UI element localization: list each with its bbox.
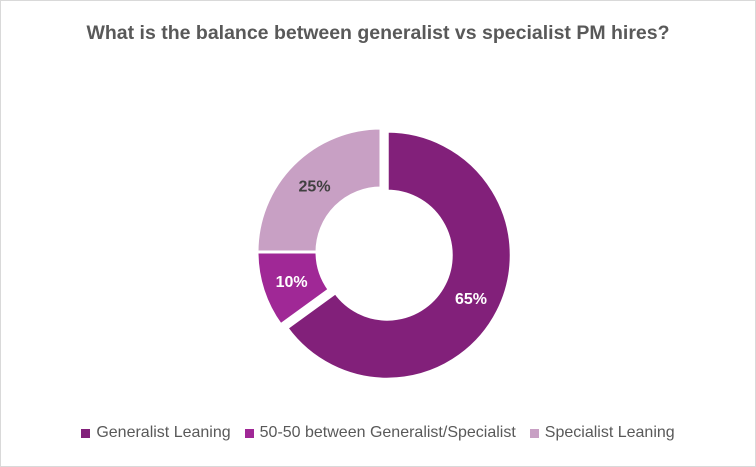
- legend-label: Specialist Leaning: [544, 424, 675, 441]
- donut-slice-3: [255, 126, 383, 254]
- chart-title: What is the balance between generalist v…: [86, 22, 670, 44]
- legend-item-50-50: 50-50 between Generalist/Specialist: [244, 424, 516, 442]
- legend-item-generalist: Generalist Leaning: [81, 424, 231, 442]
- legend-label: 50-50 between Generalist/Specialist: [259, 424, 516, 441]
- legend-label: Generalist Leaning: [96, 424, 231, 441]
- legend-swatch: [81, 428, 91, 438]
- data-label: 25%: [299, 179, 331, 196]
- legend: Generalist Leaning 50-50 between General…: [1, 424, 755, 442]
- donut-slice-1: [284, 129, 513, 381]
- data-label: 65%: [455, 291, 487, 308]
- legend-swatch: [244, 428, 254, 438]
- legend-swatch: [529, 428, 539, 438]
- data-label: 10%: [276, 274, 308, 291]
- legend-item-specialist: Specialist Leaning: [529, 424, 675, 442]
